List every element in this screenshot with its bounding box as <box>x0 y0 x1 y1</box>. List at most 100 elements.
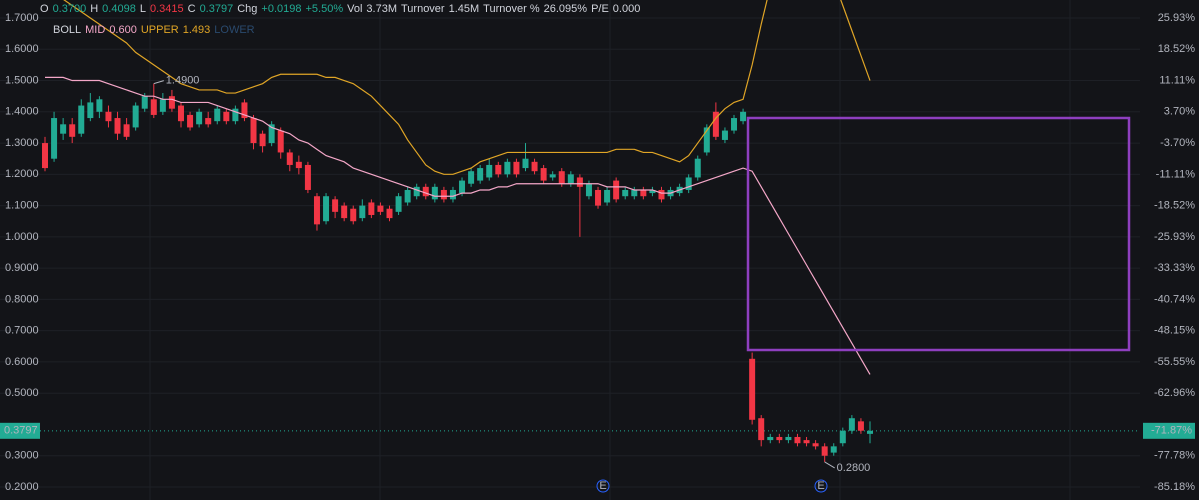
candle-body <box>368 202 375 215</box>
candle-body <box>767 436 774 441</box>
candle-body <box>549 174 556 178</box>
candle-body <box>150 99 157 115</box>
candle-body <box>658 189 665 200</box>
ohlc-header: O 0.3700 H 0.4098 L 0.3415 C 0.3797 Chg +0.0198 +5… <box>40 3 644 15</box>
candle-body <box>332 199 339 212</box>
candle-body <box>758 418 765 441</box>
candle-body <box>205 118 212 125</box>
legend: BOLL MID 0.600 UPPER 1.493 LOWER <box>53 24 259 36</box>
candle-body <box>685 177 692 190</box>
candle-body <box>459 180 466 194</box>
header-value: 0.000 <box>612 3 641 15</box>
candle-body <box>830 446 837 453</box>
y-tick-label: 1.3000 <box>5 137 39 149</box>
y2-tick-label: -62.96% <box>1154 387 1195 399</box>
y2-tick-label: 25.93% <box>1158 12 1196 24</box>
y2-tick-label: -18.52% <box>1154 200 1195 212</box>
extreme-label: 0.2800 <box>837 462 871 474</box>
candle-body <box>223 111 230 122</box>
candle-body <box>504 161 511 175</box>
y-tick-label: 1.7000 <box>5 12 39 24</box>
candle-body <box>613 180 620 200</box>
y-tick-label: 1.6000 <box>5 43 39 55</box>
event-label: E <box>599 480 606 492</box>
candle-body <box>141 96 148 109</box>
candle-body <box>531 161 538 172</box>
candle-body <box>785 436 792 441</box>
legend-name: MID <box>85 24 106 36</box>
event-marker <box>596 479 610 493</box>
candle-body <box>60 124 67 134</box>
candle-body <box>105 111 112 122</box>
y-tick-label: 1.2000 <box>5 168 39 180</box>
header-label: C <box>187 3 196 15</box>
candle-body <box>268 124 275 144</box>
y2-tick-label: 11.11% <box>1159 74 1195 86</box>
candle-body <box>821 446 828 456</box>
candle-body <box>631 189 638 197</box>
header-value: 1.45M <box>448 3 480 15</box>
candle-body <box>350 208 357 222</box>
candle-body <box>413 186 420 197</box>
candle-body <box>694 158 701 178</box>
last-price-label: 0.3797 <box>4 425 38 437</box>
candle-body <box>703 127 710 153</box>
legend-value: 1.493 <box>182 24 211 36</box>
candle-body <box>323 196 330 222</box>
candle-body <box>622 189 629 197</box>
candle-body <box>776 436 783 441</box>
candle-body <box>712 111 719 137</box>
candle-body <box>214 108 221 122</box>
candle-body <box>196 111 203 125</box>
candle-body <box>649 189 656 194</box>
candle-body <box>604 189 611 203</box>
candle-body <box>232 108 239 122</box>
candle-body <box>513 161 520 175</box>
candle-body <box>848 418 855 431</box>
header-label: Turnover % <box>483 3 540 15</box>
candle-body <box>51 118 58 159</box>
candle-body <box>794 436 801 444</box>
candle-body <box>241 102 248 119</box>
candle-body <box>486 164 493 178</box>
y-tick-label: 0.8000 <box>5 293 39 305</box>
candle-body <box>595 189 602 206</box>
candle-body <box>740 111 747 122</box>
candle-body <box>576 177 583 187</box>
candle-body <box>468 171 475 184</box>
candle-body <box>313 196 320 225</box>
header-label: L <box>139 3 146 15</box>
candle-body <box>177 105 184 122</box>
extreme-label: 1.4900 <box>166 75 200 87</box>
header-value: +5.50% <box>305 3 344 15</box>
y2-tick-label: -48.15% <box>1154 325 1195 337</box>
candle-body <box>304 164 311 190</box>
extreme-pointer <box>824 461 835 469</box>
candle-body <box>42 143 48 169</box>
candle-body <box>495 164 502 175</box>
header-label: Chg <box>237 3 258 15</box>
candle-body <box>839 430 846 444</box>
y2-tick-label: 3.70% <box>1164 106 1195 118</box>
candle-body <box>159 99 166 112</box>
header-value: 0.3797 <box>199 3 234 15</box>
candle-body <box>522 158 529 169</box>
candle-body <box>449 189 456 200</box>
candle-body <box>78 105 85 134</box>
candle-body <box>431 186 438 200</box>
legend-name: UPPER <box>140 24 179 36</box>
candle-body <box>422 186 429 197</box>
y-tick-label: 1.1000 <box>5 200 39 212</box>
y-tick-label: 0.6000 <box>5 356 39 368</box>
header-label: Vol <box>347 3 363 15</box>
candle-body <box>386 208 393 219</box>
candle-body <box>540 168 547 181</box>
drawing-rectangle <box>746 116 1131 352</box>
y2-tick-label: -77.78% <box>1154 450 1195 462</box>
last-change-label: -71.87% <box>1151 425 1192 437</box>
candle-body <box>286 152 293 165</box>
y2-tick-label: -11.11% <box>1156 168 1196 180</box>
candle-body <box>250 118 257 144</box>
